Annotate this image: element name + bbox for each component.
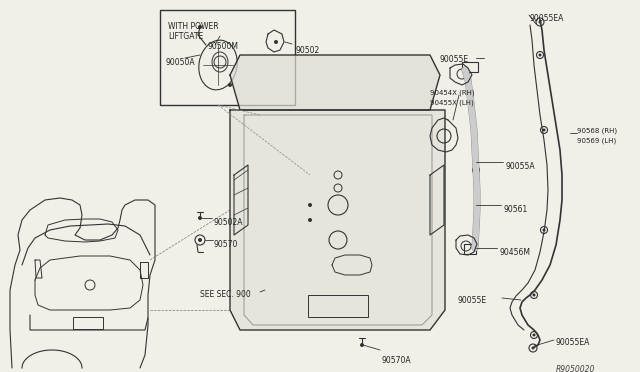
Circle shape (543, 128, 545, 131)
Polygon shape (230, 110, 445, 330)
Text: 90561: 90561 (503, 205, 527, 214)
Text: 90569 (LH): 90569 (LH) (577, 138, 616, 144)
Circle shape (474, 169, 477, 171)
Text: 90055E: 90055E (457, 296, 486, 305)
Text: 90570: 90570 (214, 240, 238, 249)
Text: 90502: 90502 (295, 46, 319, 55)
Text: 90500M: 90500M (208, 42, 239, 51)
Text: 90055EA: 90055EA (556, 338, 590, 347)
Circle shape (308, 218, 312, 222)
Text: LIFTGATE: LIFTGATE (168, 32, 204, 41)
Text: WITH POWER: WITH POWER (168, 22, 219, 31)
Bar (73, 317, 103, 329)
Text: 90502A: 90502A (214, 218, 243, 227)
Text: SEE SEC. 900: SEE SEC. 900 (200, 290, 251, 299)
Text: 90570A: 90570A (382, 356, 412, 365)
Text: 90055EA: 90055EA (530, 14, 564, 23)
Circle shape (360, 343, 364, 347)
Text: 90455X (LH): 90455X (LH) (430, 100, 474, 106)
Bar (464, 244, 476, 254)
Bar (308, 295, 368, 317)
Circle shape (308, 203, 312, 207)
Circle shape (538, 20, 541, 23)
Bar (462, 62, 478, 72)
Text: R9050020: R9050020 (556, 365, 595, 372)
Text: 90454X (RH): 90454X (RH) (430, 90, 475, 96)
Circle shape (532, 294, 536, 296)
Circle shape (543, 228, 545, 231)
Text: 90456M: 90456M (499, 248, 530, 257)
Circle shape (198, 238, 202, 242)
Circle shape (274, 40, 278, 44)
Text: 90050A: 90050A (165, 58, 195, 67)
Text: 90055A: 90055A (506, 162, 536, 171)
Text: 90568 (RH): 90568 (RH) (577, 128, 617, 135)
Circle shape (198, 25, 202, 29)
Circle shape (538, 54, 541, 57)
Circle shape (531, 346, 534, 350)
Polygon shape (230, 55, 440, 110)
Circle shape (198, 216, 202, 220)
Text: 90055E: 90055E (440, 55, 469, 64)
Circle shape (228, 83, 232, 87)
Circle shape (532, 334, 536, 337)
Bar (160, 10, 295, 105)
Circle shape (472, 148, 477, 153)
